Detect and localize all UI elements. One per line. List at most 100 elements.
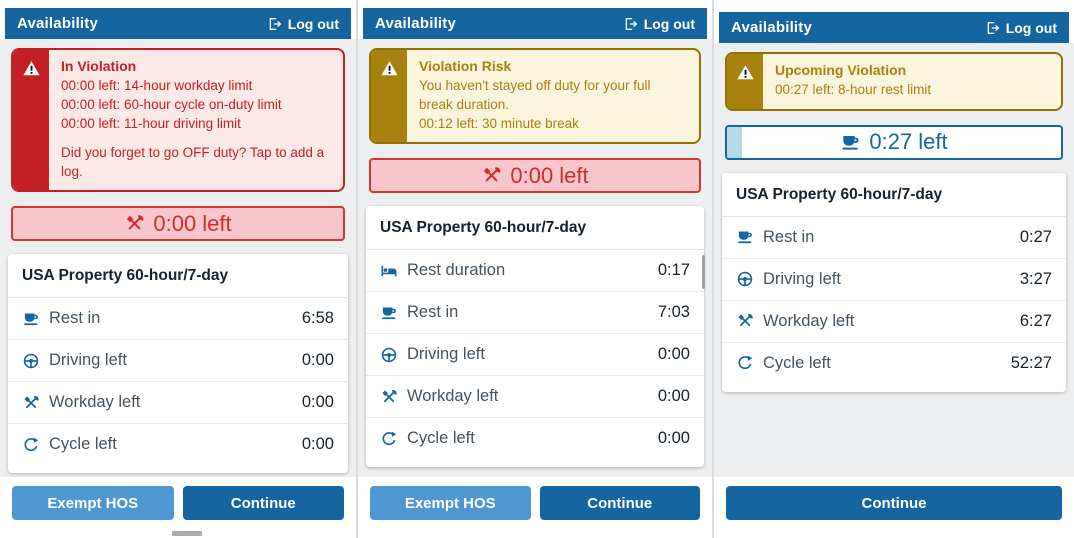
row-label: Rest in	[380, 303, 458, 322]
alert-title: Violation Risk	[419, 58, 512, 74]
alert-line: You haven't stayed off duty for your ful…	[419, 78, 651, 112]
row-value: 52:27	[1010, 353, 1052, 372]
logout-button[interactable]: Log out	[267, 16, 339, 32]
cycle-icon	[24, 436, 40, 452]
alert-strip	[13, 50, 49, 191]
alert-strip	[371, 50, 407, 143]
app-bar: Availability Log out	[719, 12, 1069, 43]
workday-icon	[738, 314, 753, 327]
footer-actions: Continue	[714, 477, 1074, 538]
continue-button[interactable]: Continue	[539, 486, 700, 520]
footer-actions: Exempt HOS Continue	[358, 477, 712, 538]
row-label: Workday left	[380, 387, 498, 406]
workday-icon	[382, 389, 397, 403]
driving-icon	[737, 272, 753, 287]
row-value: 0:00	[657, 345, 690, 364]
page-title: Availability	[375, 15, 457, 32]
availability-row: Cycle left 0:00	[366, 418, 704, 459]
alert-strip	[727, 54, 763, 109]
availability-row: Cycle left 0:00	[8, 424, 348, 465]
alert-line: 00:00 left: 11-hour driving limit	[61, 115, 241, 131]
tools-icon	[484, 167, 501, 182]
rest-icon	[382, 307, 396, 319]
row-label: Driving left	[22, 351, 127, 370]
ruleset-title: USA Property 60-hour/7-day	[366, 206, 704, 251]
app-bar: Availability Log out	[363, 8, 707, 39]
availability-panel: Availability Log out In Violation 00:00 …	[0, 0, 356, 538]
row-value: 0:00	[301, 393, 334, 412]
availability-card: USA Property 60-hour/7-day Rest in 6:58 …	[8, 254, 348, 474]
workday-icon	[24, 395, 39, 409]
availability-panel: Availability Log out Upcoming Violation …	[714, 0, 1074, 538]
rest-icon	[842, 135, 859, 150]
availability-row: Cycle left 52:27	[722, 343, 1066, 384]
exempt-hos-button[interactable]: Exempt HOS	[370, 486, 531, 520]
driving-icon	[381, 347, 397, 362]
logout-icon	[625, 17, 637, 30]
ruleset-title: USA Property 60-hour/7-day	[8, 254, 348, 299]
logout-icon	[269, 17, 281, 30]
alert-line: 00:27 left: 8-hour rest limit	[775, 82, 932, 98]
page-title: Availability	[17, 15, 99, 32]
availability-row: Rest duration 0:17	[366, 250, 704, 293]
violation-risk-alert[interactable]: Violation Risk You haven't stayed off du…	[369, 48, 701, 145]
rest-icon	[738, 231, 752, 244]
row-label: Rest in	[736, 228, 814, 247]
availability-card: USA Property 60-hour/7-day Rest in 0:27 …	[722, 172, 1066, 392]
row-label: Cycle left	[22, 435, 117, 454]
availability-panel: Availability Log out Violation Risk You …	[358, 0, 712, 538]
app-bar: Availability Log out	[5, 8, 351, 39]
time-left-banner[interactable]: 0:00 left	[369, 158, 701, 194]
logout-button[interactable]: Log out	[985, 20, 1057, 36]
scrollbar-thumb[interactable]	[702, 255, 705, 289]
row-value: 0:00	[657, 429, 690, 448]
row-label: Rest duration	[380, 261, 505, 280]
continue-button[interactable]: Continue	[182, 486, 344, 520]
driving-icon	[23, 353, 39, 369]
tools-icon	[127, 215, 144, 231]
availability-row: Workday left 0:00	[8, 382, 348, 425]
continue-button[interactable]: Continue	[726, 486, 1062, 520]
row-value: 0:00	[301, 351, 334, 370]
rest-icon	[24, 313, 38, 326]
content-area: Violation Risk You haven't stayed off du…	[358, 39, 712, 477]
availability-row: Rest in 6:58	[8, 298, 348, 341]
row-value: 7:03	[657, 303, 690, 322]
banner-progress-fill	[727, 126, 743, 158]
row-value: 3:27	[1019, 269, 1052, 288]
time-left-banner[interactable]: 0:27 left	[725, 124, 1063, 160]
exempt-hos-button[interactable]: Exempt HOS	[12, 486, 174, 520]
cycle-icon	[738, 355, 754, 370]
page-title: Availability	[731, 19, 813, 36]
time-left-banner[interactable]: 0:00 left	[11, 206, 345, 242]
availability-row: Workday left 6:27	[722, 301, 1066, 343]
row-value: 0:00	[657, 387, 690, 406]
upcoming-violation-alert[interactable]: Upcoming Violation 00:27 left: 8-hour re…	[725, 52, 1063, 111]
logout-button[interactable]: Log out	[623, 16, 695, 32]
row-label: Driving left	[380, 345, 485, 364]
alert-line: 00:12 left: 30 minute break	[419, 115, 579, 131]
alert-footnote: Did you forget to go OFF duty? Tap to ad…	[61, 145, 325, 179]
row-value: 0:27	[1019, 227, 1052, 246]
logout-label: Log out	[643, 15, 695, 32]
in-violation-alert[interactable]: In Violation 00:00 left: 14-hour workday…	[11, 48, 345, 193]
alert-title: Upcoming Violation	[775, 62, 907, 78]
footer-actions: Exempt HOS Continue	[0, 477, 356, 538]
logout-label: Log out	[1005, 19, 1057, 36]
alert-line: 00:00 left: 14-hour workday limit	[61, 78, 253, 94]
availability-row: Driving left 0:00	[366, 334, 704, 377]
row-label: Cycle left	[736, 354, 831, 373]
alert-line: 00:00 left: 60-hour cycle on-duty limit	[61, 96, 282, 112]
content-area: Upcoming Violation 00:27 left: 8-hour re…	[714, 43, 1074, 477]
content-area: In Violation 00:00 left: 14-hour workday…	[0, 39, 356, 477]
row-value: 0:00	[301, 435, 334, 454]
scroll-handle[interactable]	[172, 531, 202, 536]
availability-card: USA Property 60-hour/7-day Rest duration…	[366, 206, 704, 468]
availability-row: Driving left 0:00	[8, 340, 348, 383]
logout-icon	[987, 21, 999, 34]
alert-body: Upcoming Violation 00:27 left: 8-hour re…	[763, 54, 943, 109]
availability-row: Workday left 0:00	[366, 376, 704, 419]
logout-label: Log out	[287, 15, 339, 32]
availability-row: Rest in 0:27	[722, 217, 1066, 259]
alert-body: In Violation 00:00 left: 14-hour workday…	[49, 50, 343, 190]
